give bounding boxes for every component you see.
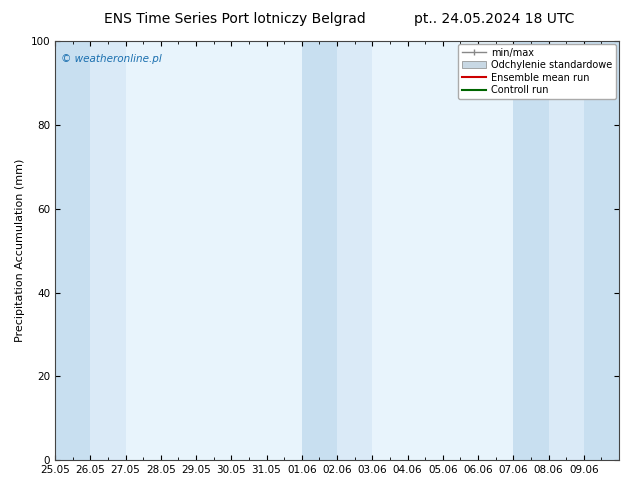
Text: © weatheronline.pl: © weatheronline.pl (61, 53, 162, 64)
Bar (514, 41, 548, 460)
Bar (548, 41, 584, 460)
Y-axis label: Precipitation Accumulation (mm): Precipitation Accumulation (mm) (15, 159, 25, 343)
Bar (55, 41, 90, 460)
Bar (337, 41, 372, 460)
Bar (90, 41, 126, 460)
Bar (584, 41, 619, 460)
Legend: min/max, Odchylenie standardowe, Ensemble mean run, Controll run: min/max, Odchylenie standardowe, Ensembl… (458, 44, 616, 99)
Text: ENS Time Series Port lotniczy Belgrad: ENS Time Series Port lotniczy Belgrad (104, 12, 365, 26)
Bar (302, 41, 337, 460)
Text: pt.. 24.05.2024 18 UTC: pt.. 24.05.2024 18 UTC (415, 12, 574, 26)
